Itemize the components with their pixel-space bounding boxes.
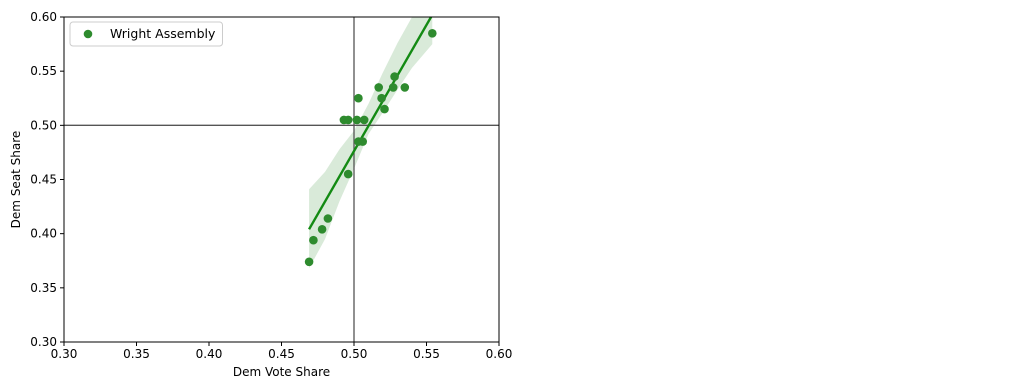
data-point [304,257,314,267]
data-point [323,214,333,223]
x-axis-label: Dem Vote Share [233,365,330,379]
data-point [374,83,384,92]
legend-label: Wright Assembly [110,26,216,41]
y-tick-label: 0.30 [30,335,57,349]
x-tick-label: 0.40 [196,347,223,361]
legend: Wright Assembly [69,21,223,47]
data-point [428,29,437,38]
regression-line [308,17,433,230]
data-point [309,235,318,245]
legend-marker [83,29,93,39]
y-tick-label: 0.45 [30,173,57,187]
data-point [390,72,399,81]
data-point [380,104,389,114]
data-point [343,169,353,179]
data-point [358,137,368,146]
legend-box [69,21,223,47]
y-axis-label: Dem Seat Share [9,131,23,229]
x-tick-label: 0.50 [341,347,368,361]
data-point [388,83,398,92]
data-point [317,225,327,234]
plot-panel-1: 0.30 0.35 0.40 0.45 0.50 0.55 0.60 0.30 0.35 0.40… [9,10,512,379]
x-tick-label: 0.60 [486,347,513,361]
plot-frame [63,16,500,343]
data-point [354,93,363,103]
data-point [359,115,369,125]
y-tick-label: 0.50 [30,118,57,132]
x-tick-label: 0.45 [268,347,295,361]
data-point [352,115,362,125]
y-tick-label: 0.60 [30,10,57,24]
x-tick-label: 0.55 [413,347,440,361]
data-point [377,93,386,103]
x-tick-label: 0.35 [123,347,150,361]
y-tick-label: 0.55 [30,64,57,78]
y-tick-label: 0.40 [30,227,57,241]
x-tick-label: 0.30 [51,347,78,361]
data-point [400,83,410,92]
y-tick-label: 0.35 [30,281,57,295]
data-point [343,115,353,125]
confidence-band [309,17,433,269]
